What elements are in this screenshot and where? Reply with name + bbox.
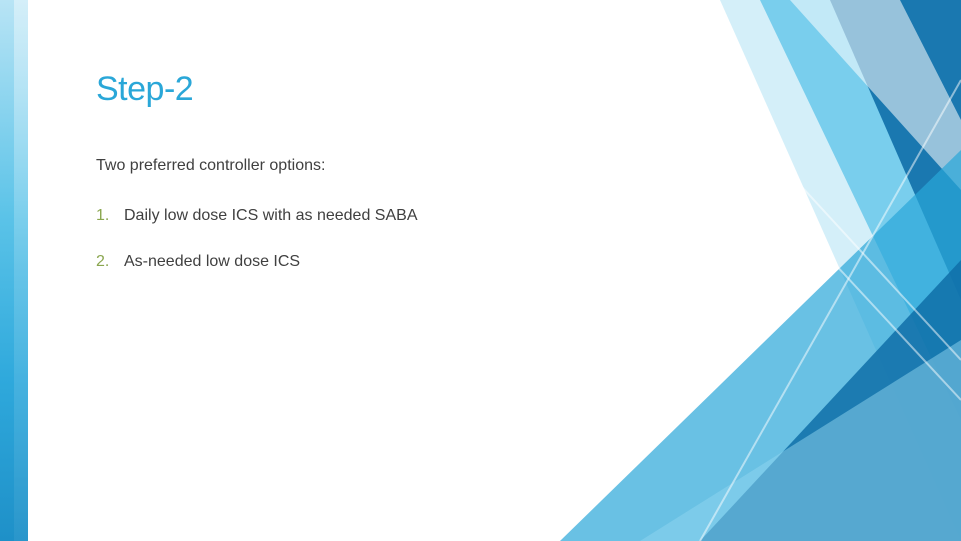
left-accent-stripe bbox=[0, 0, 28, 541]
slide-title: Step-2 bbox=[96, 70, 466, 109]
slide: Step-2 Two preferred controller options:… bbox=[0, 0, 961, 541]
list-number: 1. bbox=[96, 205, 124, 227]
list-item-text: As-needed low dose ICS bbox=[124, 251, 466, 273]
list-number: 2. bbox=[96, 251, 124, 273]
options-list: 1. Daily low dose ICS with as needed SAB… bbox=[96, 205, 466, 272]
content-area: Step-2 Two preferred controller options:… bbox=[96, 70, 466, 296]
list-item: 2. As-needed low dose ICS bbox=[96, 251, 466, 273]
list-item-text: Daily low dose ICS with as needed SABA bbox=[124, 205, 466, 227]
list-item: 1. Daily low dose ICS with as needed SAB… bbox=[96, 205, 466, 227]
intro-text: Two preferred controller options: bbox=[96, 157, 466, 175]
